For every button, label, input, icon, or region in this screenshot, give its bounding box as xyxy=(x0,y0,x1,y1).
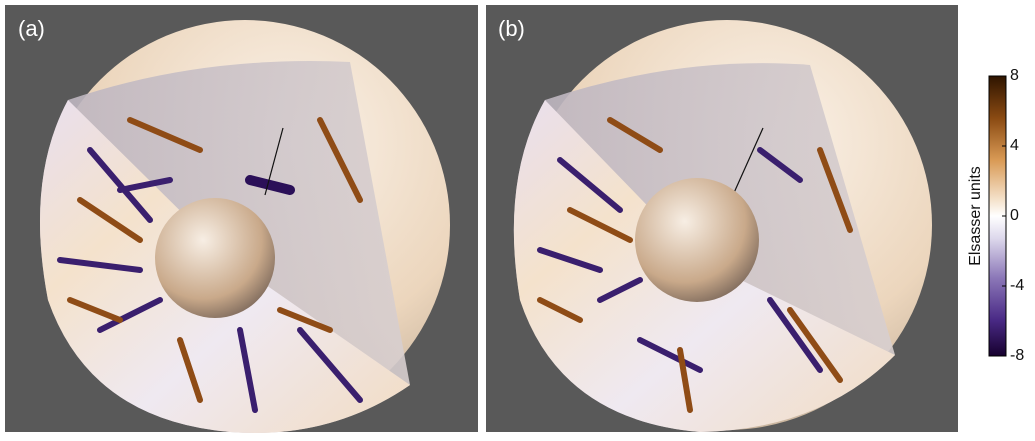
tick-label: 0 xyxy=(1010,207,1019,224)
axis-line xyxy=(264,127,284,196)
colorbar-label: Elsasser units xyxy=(967,166,984,266)
tick-label: -8 xyxy=(1010,347,1024,364)
colorbar: Elsasser units -8 -4 0 4 8 xyxy=(967,67,1024,364)
inner-sphere xyxy=(155,198,275,318)
tick-label: -4 xyxy=(1010,277,1024,294)
panel-a: (a) xyxy=(5,5,478,434)
field-streaks xyxy=(537,117,853,413)
tick-label: 8 xyxy=(1010,67,1019,84)
panel-b: (b) xyxy=(486,5,958,432)
tick-label: 4 xyxy=(1010,137,1019,154)
panel-label: (a) xyxy=(18,16,45,41)
inner-sphere xyxy=(635,178,759,302)
panel-label: (b) xyxy=(498,16,525,41)
axis-line xyxy=(732,127,764,196)
field-streaks xyxy=(57,117,363,413)
